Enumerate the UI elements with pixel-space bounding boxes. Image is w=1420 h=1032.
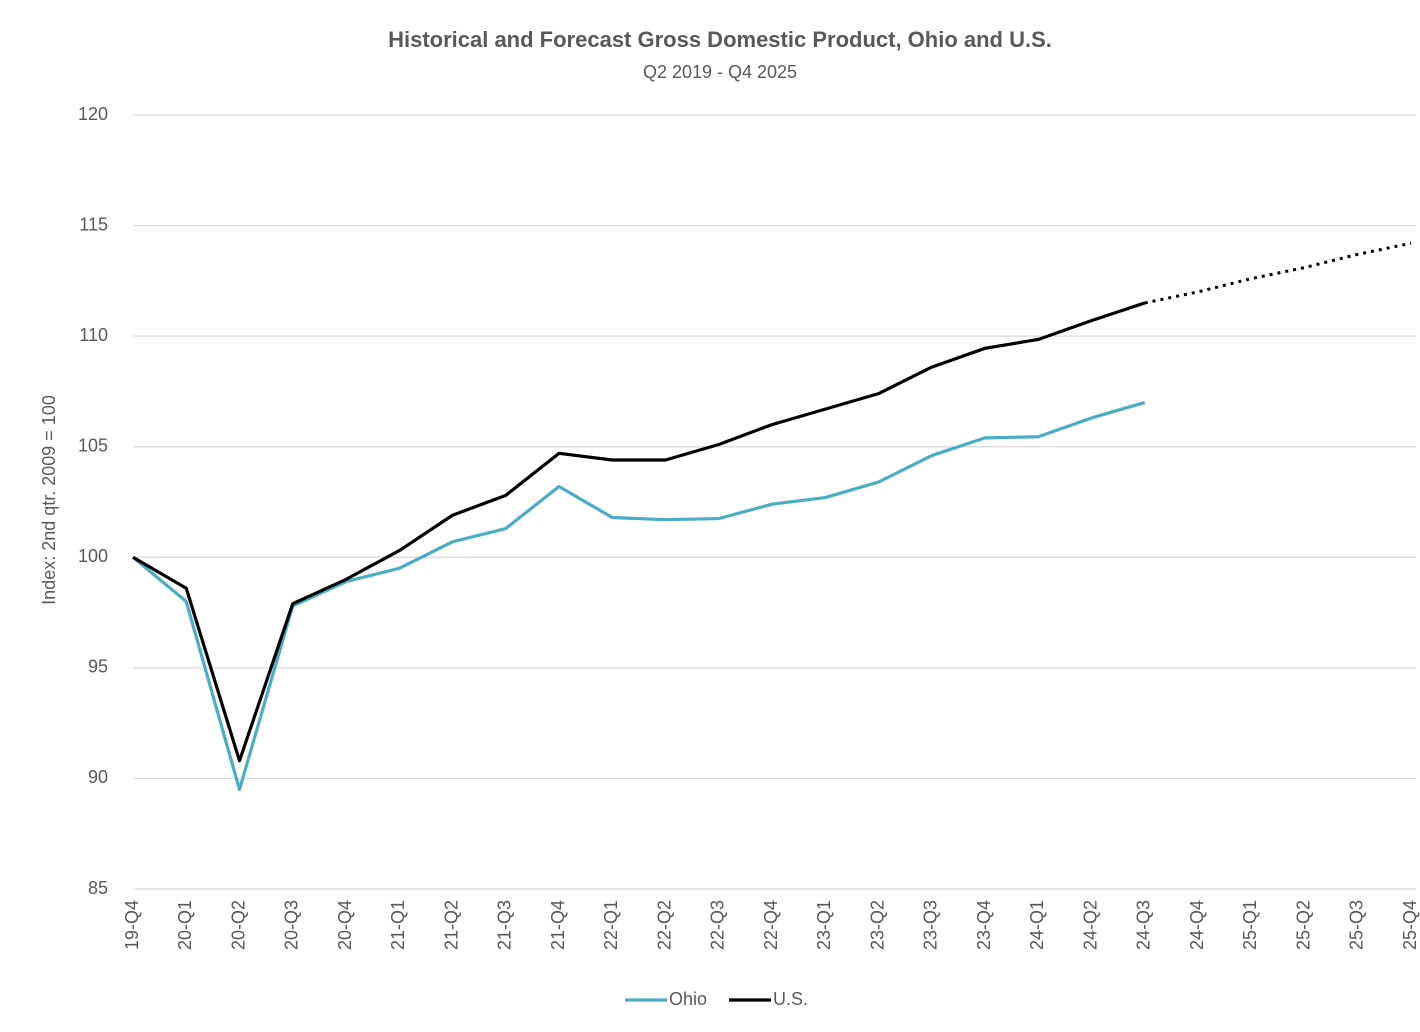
y-tick-label: 90 [88, 767, 108, 787]
x-tick-label: 25-Q1 [1240, 900, 1260, 950]
y-axis-label: Index: 2nd qtr. 2009 = 100 [39, 395, 59, 605]
x-tick-label: 22-Q1 [601, 900, 621, 950]
y-tick-label: 85 [88, 878, 108, 898]
y-tick-label: 95 [88, 657, 108, 677]
x-tick-label: 25-Q3 [1347, 900, 1367, 950]
x-tick-label: 24-Q4 [1187, 900, 1207, 950]
series-line [131, 400, 1146, 792]
x-tick-label: 21-Q4 [548, 900, 568, 950]
chart-subtitle: Q2 2019 - Q4 2025 [643, 62, 797, 82]
x-tick-label: 23-Q3 [921, 900, 941, 950]
x-tick-label: 24-Q3 [1134, 900, 1154, 950]
x-tick-label: 24-Q1 [1027, 900, 1047, 950]
x-tick-label: 22-Q4 [761, 900, 781, 950]
x-tick-label: 21-Q3 [495, 900, 515, 950]
x-tick-label: 20-Q4 [335, 900, 355, 950]
y-tick-label: 115 [79, 214, 108, 234]
x-tick-label: 21-Q1 [388, 900, 408, 950]
x-tick-label: 19-Q4 [122, 900, 142, 950]
x-tick-label: 25-Q2 [1293, 900, 1313, 950]
x-tick-label: 24-Q2 [1080, 900, 1100, 950]
x-tick-label: 20-Q2 [228, 900, 248, 950]
series-line [1144, 241, 1412, 305]
x-tick-label: 23-Q2 [867, 900, 887, 950]
legend-label: U.S. [773, 989, 808, 1009]
x-tick-label: 20-Q1 [175, 900, 195, 950]
series-line [132, 301, 1146, 763]
chart-title: Historical and Forecast Gross Domestic P… [388, 27, 1052, 52]
y-tick-label: 100 [78, 546, 108, 566]
x-tick-label: 23-Q4 [974, 900, 994, 950]
x-tick-label: 25-Q4 [1400, 900, 1420, 950]
x-tick-label: 20-Q3 [282, 900, 302, 950]
y-tick-label: 110 [79, 325, 108, 345]
y-tick-label: 105 [78, 435, 108, 455]
y-tick-label: 120 [78, 104, 108, 124]
x-tick-label: 21-Q2 [441, 900, 461, 950]
x-tick-label: 23-Q1 [814, 900, 834, 950]
x-tick-label: 22-Q3 [708, 900, 728, 950]
legend-label: Ohio [669, 989, 707, 1009]
x-tick-label: 22-Q2 [654, 900, 674, 950]
